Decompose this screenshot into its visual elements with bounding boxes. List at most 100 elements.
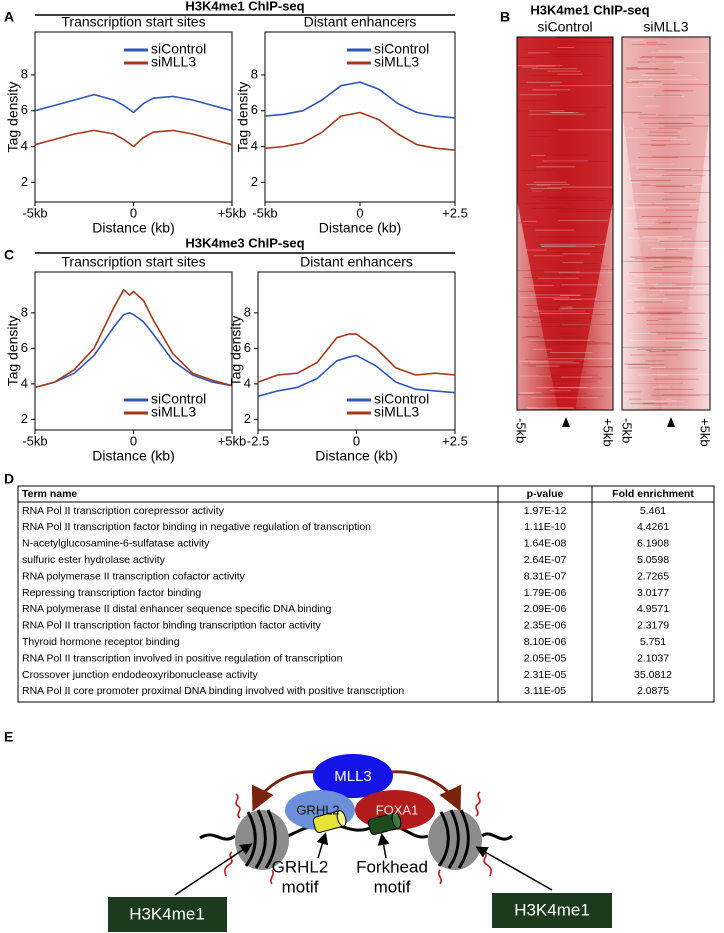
histone-tail <box>224 791 492 885</box>
chart-title: Distant enhancers <box>304 14 417 30</box>
mark-box <box>492 893 612 928</box>
dna <box>199 824 513 841</box>
y-tick-label: 2 <box>244 411 251 426</box>
data-line <box>34 289 233 389</box>
table-header: p-value <box>527 488 564 500</box>
y-tick-label: 4 <box>21 138 28 153</box>
table-frame <box>17 485 715 703</box>
y-tick-label: 8 <box>244 304 251 319</box>
pointer-arrow <box>316 832 329 859</box>
y-tick-label: 4 <box>244 375 251 390</box>
protein-label: GRHL2 <box>296 802 339 817</box>
center-arrowhead <box>562 417 570 427</box>
panel-label: C <box>4 247 14 263</box>
table-cell: 8.10E-06 <box>524 636 567 648</box>
table-cell: 2.3179 <box>637 620 669 632</box>
table-cell: 2.31E-05 <box>524 669 567 681</box>
table-cell: 2.05E-05 <box>524 652 567 664</box>
legend-label: siControl <box>151 391 206 407</box>
mark-label: H3K4me1 <box>514 900 590 919</box>
data-line <box>264 111 456 151</box>
x-tick-label: +2.5 <box>442 433 468 448</box>
x-tick-label: +5kb <box>218 205 247 220</box>
motif-cap <box>391 812 402 829</box>
heatmap-column-label: siControl <box>537 19 592 35</box>
x-tick-label: 0 <box>130 433 137 448</box>
y-tick-label: 2 <box>21 411 28 426</box>
y-axis-label: Tag density <box>228 316 244 387</box>
table-cell: RNA polymerase II transcription cofactor… <box>22 570 246 582</box>
protein-mll3 <box>313 754 393 798</box>
y-tick-label: 4 <box>251 138 258 153</box>
motif-label: Forkhead <box>356 857 428 876</box>
legend-label: siControl <box>374 391 429 407</box>
table-header: Fold enrichment <box>612 488 694 500</box>
x-axis-label: Distance (kb) <box>92 448 174 464</box>
data-line <box>257 354 456 398</box>
table-cell: 5.0598 <box>637 554 669 566</box>
table-header: Term name <box>22 488 77 500</box>
x-axis-label: Distance (kb) <box>92 220 174 236</box>
panel-label: D <box>4 471 14 487</box>
nucleosome <box>428 810 482 870</box>
plot-frame <box>264 31 456 203</box>
x-tick-label: -5kb <box>252 205 277 220</box>
mark-label: H3K4me1 <box>129 904 205 923</box>
protein-label: MLL3 <box>334 768 372 785</box>
data-line <box>34 93 233 114</box>
table-cell: Thyroid hormone receptor binding <box>22 636 180 648</box>
y-axis-label: Tag density <box>5 82 21 153</box>
y-tick-label: 6 <box>244 340 251 355</box>
panel-label: E <box>4 729 13 745</box>
legend-label: siMLL3 <box>374 54 419 70</box>
table-cell: 2.7265 <box>637 570 669 582</box>
x-tick-label: -2.5 <box>247 433 269 448</box>
table-cell: RNA Pol II transcription factor binding … <box>22 521 371 533</box>
table-cell: 1.64E-08 <box>524 538 567 550</box>
heatmap-frame <box>621 36 711 411</box>
table-cell: 2.0875 <box>637 685 669 697</box>
table-cell: 4.9571 <box>637 603 669 615</box>
methylation-arrow <box>251 770 319 812</box>
heatmap-tick-label: -5kb <box>514 418 529 443</box>
legend-label: siControl <box>374 41 429 57</box>
x-tick-label: 0 <box>130 205 137 220</box>
methylation-arrow <box>389 770 462 812</box>
table-cell: 3.0177 <box>637 587 669 599</box>
x-tick-label: 0 <box>353 433 360 448</box>
legend-label: siMLL3 <box>151 404 196 420</box>
heatmap-column-label: siMLL3 <box>643 19 688 35</box>
heatmap-frame <box>516 36 614 411</box>
table-cell: Repressing transcription factor binding <box>22 587 201 599</box>
x-tick-label: -5kb <box>22 433 47 448</box>
dna-wrap <box>244 809 277 869</box>
pointer-arrow <box>377 833 390 859</box>
chart-title: Transcription start sites <box>61 254 205 270</box>
legend-label: siMLL3 <box>374 404 419 420</box>
legend-label: siMLL3 <box>151 54 196 70</box>
table-cell: 1.11E-10 <box>524 521 566 533</box>
heatmap-tick-label: +5kb <box>601 418 616 447</box>
table-cell: 2.35E-06 <box>524 620 567 632</box>
y-axis-label: Tag density <box>5 316 21 387</box>
table-cell: RNA Pol II transcription corepressor act… <box>22 505 225 517</box>
dna-wrap <box>437 809 470 869</box>
x-tick-label: +5kb <box>218 433 247 448</box>
pointer-arrow <box>475 846 553 891</box>
motif-grhl2 <box>312 810 347 833</box>
table-cell: 35.0812 <box>634 669 672 681</box>
motif-label: GRHL2 <box>272 857 329 876</box>
table-cell: 6.1908 <box>637 538 669 550</box>
heatmap-tick-label: +5kb <box>698 418 713 447</box>
y-tick-label: 6 <box>21 340 28 355</box>
data-line <box>34 129 233 148</box>
protein-label: FOXA1 <box>376 802 419 817</box>
y-tick-label: 6 <box>251 102 258 117</box>
panel-label: B <box>500 9 510 25</box>
center-arrowhead <box>667 417 675 427</box>
x-tick-label: -5kb <box>22 205 47 220</box>
table-cell: RNA polymerase II distal enhancer sequen… <box>22 603 331 615</box>
y-tick-label: 8 <box>251 66 258 81</box>
heatmap-core <box>622 37 710 410</box>
